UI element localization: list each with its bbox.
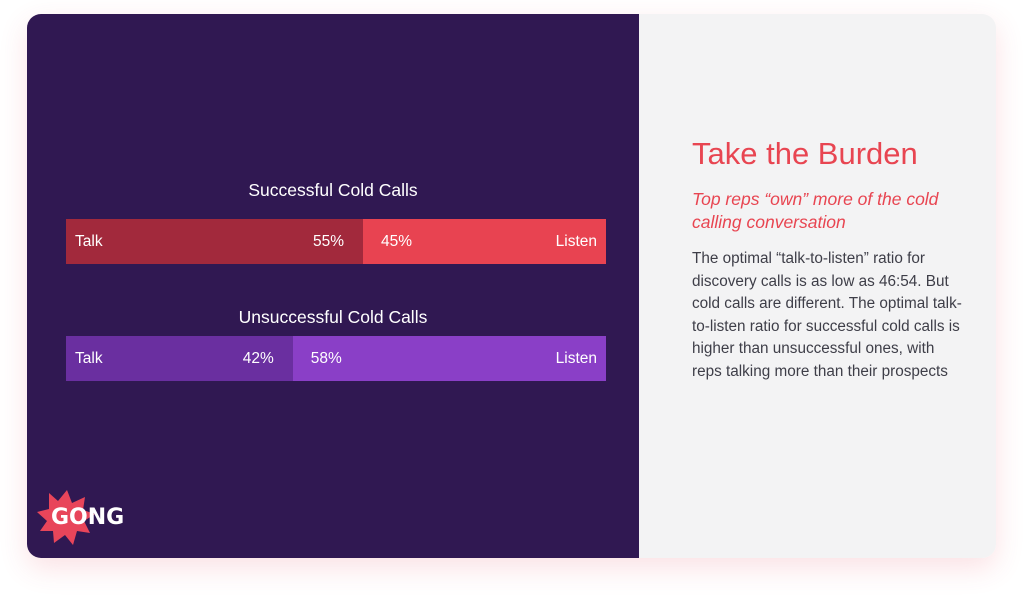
gong-logo-burst	[37, 490, 95, 545]
bar-unsuccessful-listen-label: Listen	[555, 350, 597, 367]
bar-unsuccessful: Talk 42% 58% Listen	[66, 336, 606, 381]
bar-successful-listen-segment	[363, 219, 606, 264]
text-panel: Take the Burden Top reps “own” more of t…	[639, 14, 996, 558]
bar-unsuccessful-talk-value: 42%	[242, 350, 274, 367]
bar-successful-listen-value: 45%	[381, 233, 413, 250]
chart-panel: Successful Cold Calls Talk 55% 45% Liste…	[27, 14, 639, 558]
bar-unsuccessful-talk-label: Talk	[75, 350, 103, 367]
slide-card: Successful Cold Calls Talk 55% 45% Liste…	[27, 14, 996, 558]
bar-successful: Talk 55% 45% Listen	[66, 219, 606, 264]
panel-subtitle: Top reps “own” more of the cold calling …	[692, 189, 939, 232]
gong-logo-text: GONG	[51, 505, 124, 530]
bar-successful-talk-value: 55%	[312, 233, 344, 250]
bar-successful-talk-segment	[66, 219, 363, 264]
bar-successful-listen-label: Listen	[555, 233, 597, 250]
chart-title-successful: Successful Cold Calls	[248, 180, 418, 200]
bar-unsuccessful-listen-value: 58%	[310, 350, 342, 367]
bar-unsuccessful-talk-segment	[66, 336, 293, 381]
panel-body: The optimal “talk-to-listen” ratio for d…	[692, 250, 962, 380]
bar-unsuccessful-listen-segment	[292, 336, 606, 381]
chart-title-unsuccessful: Unsuccessful Cold Calls	[238, 307, 428, 327]
gong-logo: GONG	[37, 490, 124, 545]
bar-successful-talk-label: Talk	[75, 233, 103, 250]
panel-title: Take the Burden	[692, 136, 918, 171]
